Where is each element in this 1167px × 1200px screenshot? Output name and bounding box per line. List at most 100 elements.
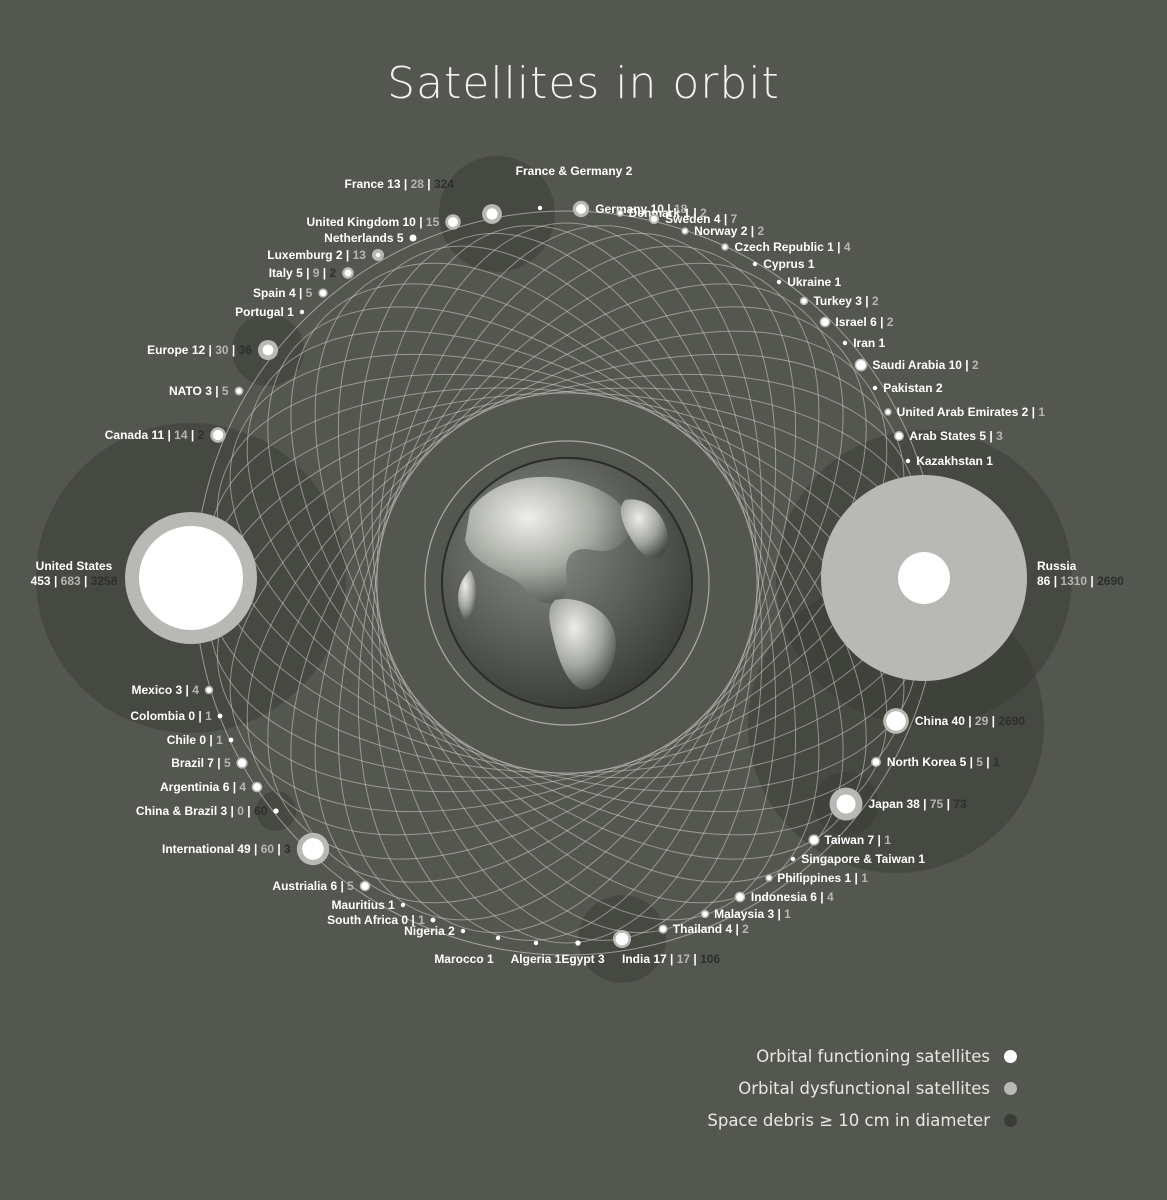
country-luxemburg: Luxemburg 2 | 13 [267, 248, 385, 262]
legend-dot-dysfunctional [1004, 1081, 1017, 1095]
functioning-circle [212, 429, 224, 441]
country-cyprus: Cyprus 1 [752, 257, 815, 271]
functioning-circle [273, 808, 279, 814]
country-indonesia: Indonesia 6 | 4 [734, 890, 834, 904]
country-india: India 17 | 17 | 106 [612, 929, 720, 966]
country-portugal: Portugal 1 [235, 305, 305, 319]
country-thailand: Thailand 4 | 2 [658, 922, 749, 936]
orbit-ellipse [267, 306, 867, 860]
country-singapore-and-taiwan: Singapore & Taiwan 1 [790, 852, 925, 866]
functioning-circle [409, 234, 417, 242]
country-label: Luxemburg 2 | 13 [267, 248, 366, 262]
legend-item-functioning: Orbital functioning satellites [707, 1040, 1017, 1072]
legend-label-dysfunctional: Orbital dysfunctional satellites [738, 1078, 990, 1098]
country-argentinia: Argentinia 6 | 4 [160, 780, 263, 794]
country-label: China & Brazil 3 | 0 | 60 [136, 804, 268, 818]
country-nigeria: Nigeria 2 [404, 924, 466, 938]
country-label-values: 86 | 1310 | 2690 [1037, 574, 1124, 588]
country-label: Brazil 7 | 5 [171, 756, 231, 770]
country-label: Japan 38 | 75 | 73 [868, 797, 966, 811]
functioning-circle [262, 344, 274, 356]
country-kazakhstan: Kazakhstan 1 [905, 454, 993, 468]
country-label: Egypt 3 [561, 952, 605, 966]
country-canada: Canada 11 | 14 | 2 [105, 427, 226, 443]
country-algeria: Algeria 1 [511, 940, 562, 966]
country-italy: Italy 5 | 9 | 2 [269, 266, 354, 280]
country-israel: Israel 6 | 2 [819, 315, 894, 329]
country-label: France 13 | 28 | 324 [345, 177, 455, 191]
functioning-circle [533, 940, 539, 946]
country-label: Taiwan 7 | 1 [824, 833, 891, 847]
continent-shape [620, 499, 669, 559]
orbit-ellipse [246, 330, 888, 836]
continent-shape [458, 570, 477, 620]
country-label: India 17 | 17 | 106 [622, 952, 720, 966]
legend-dot-functioning [1004, 1049, 1017, 1063]
country-label: Iran 1 [853, 336, 885, 350]
country-chile: Chile 0 | 1 [167, 733, 234, 747]
functioning-circle [448, 217, 458, 227]
orbit-ellipse [290, 283, 844, 883]
globe-ring [424, 440, 710, 726]
country-label-name: Russia [1037, 559, 1077, 573]
country-pakistan: Pakistan 2 [872, 381, 943, 395]
functioning-circle [736, 893, 744, 901]
functioning-circle [206, 687, 212, 693]
country-mexico: Mexico 3 | 4 [131, 683, 214, 697]
continent-shape [549, 599, 616, 690]
country-nato: NATO 3 | 5 [169, 384, 244, 398]
country-label: Philippines 1 | 1 [777, 871, 868, 885]
country-label: Norway 2 | 2 [694, 224, 764, 238]
functioning-circle [302, 838, 324, 860]
legend: Orbital functioning satellites Orbital d… [707, 1040, 1017, 1136]
country-label: Singapore & Taiwan 1 [801, 852, 925, 866]
orbit-ellipse [314, 262, 820, 904]
country-philippines: Philippines 1 | 1 [765, 871, 868, 885]
country-marocco: Marocco 1 [434, 935, 501, 966]
legend-dot-debris [1004, 1113, 1017, 1127]
country-mauritius: Mauritius 1 [331, 898, 406, 912]
functioning-circle [236, 388, 242, 394]
country-label-values: 453 | 683 | 3258 [31, 574, 118, 588]
functioning-circle [361, 882, 369, 890]
functioning-circle [375, 252, 381, 258]
orbit-ellipse [357, 232, 777, 934]
country-label: Cyprus 1 [763, 257, 815, 271]
orbit-ellipse [246, 330, 888, 836]
country-label: United Arab Emirates 2 | 1 [897, 405, 1046, 419]
country-label: Czech Republic 1 | 4 [734, 240, 850, 254]
functioning-circle [790, 856, 796, 862]
continent-shape [465, 476, 631, 604]
country-markers: France & Germany 2 France 13 | 28 | 324 Ge… [31, 164, 1125, 966]
country-austrialia: Austrialia 6 | 5 [272, 879, 371, 893]
functioning-circle [460, 928, 466, 934]
country-label-name: United States [36, 559, 113, 573]
country-spain: Spain 4 | 5 [253, 286, 328, 300]
functioning-circle [217, 713, 223, 719]
country-label: Saudi Arabia 10 | 2 [872, 358, 979, 372]
country-label: Kazakhstan 1 [916, 454, 993, 468]
country-united-arab-emirates: United Arab Emirates 2 | 1 [884, 405, 1045, 419]
country-label: Portugal 1 [235, 305, 294, 319]
country-europe: Europe 12 | 30 | 36 [147, 339, 279, 361]
legend-label-functioning: Orbital functioning satellites [756, 1046, 990, 1066]
orbit-ellipse [376, 222, 758, 944]
country-france-and-germany: France & Germany 2 [516, 164, 633, 211]
orbit-ellipse [337, 245, 797, 921]
functioning-circle [299, 309, 305, 315]
country-label: Germany 10 | 18 [595, 202, 687, 216]
country-label: Spain 4 | 5 [253, 286, 313, 300]
country-germany: Germany 10 | 18 [572, 200, 688, 218]
country-label: Marocco 1 [434, 952, 494, 966]
country-label: Argentinia 6 | 4 [160, 780, 246, 794]
functioning-circle [344, 269, 352, 277]
functioning-circle [537, 205, 543, 211]
country-label: Malaysia 3 | 1 [714, 907, 791, 921]
functioning-circle [228, 737, 234, 743]
functioning-circle [576, 204, 586, 214]
functioning-circle [821, 318, 829, 326]
functioning-circle [905, 458, 911, 464]
